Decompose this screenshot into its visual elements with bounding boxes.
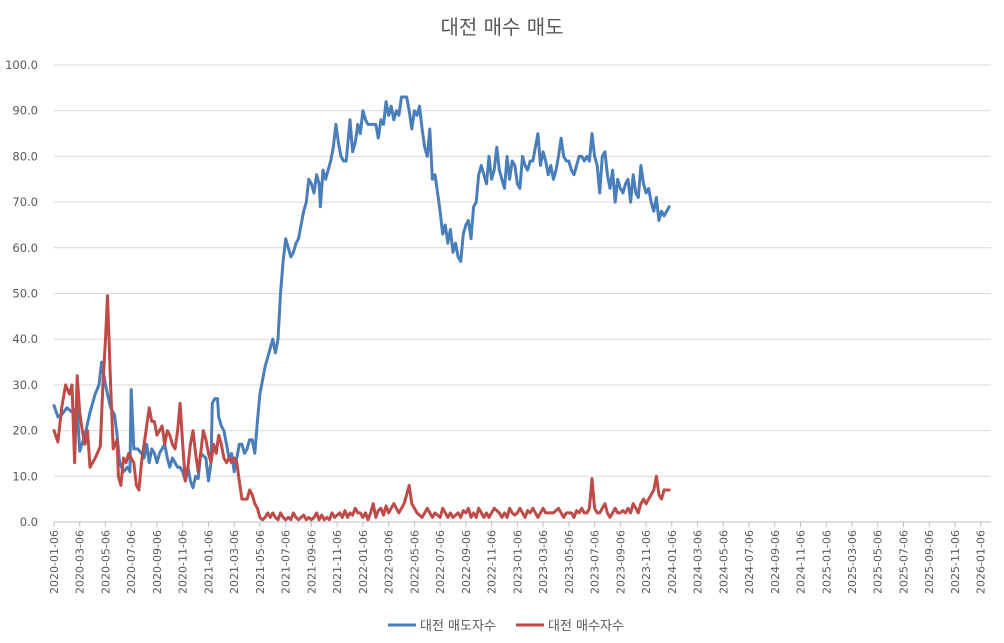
x-tick-label: 2024-01-06 [666, 530, 679, 594]
y-axis-ticks: 0.0 10.0 20.0 30.0 40.0 50.0 60.0 70.0 80.0 90.0 1… [5, 58, 38, 529]
series-lines [52, 95, 671, 522]
legend-label-buy: 대전 매수자수 [548, 619, 624, 634]
y-tick-label: 30.0 [12, 378, 38, 392]
y-tick-label: 0.0 [20, 515, 38, 529]
x-tick-label: 2025-09-06 [923, 530, 936, 594]
x-tick-label: 2021-11-06 [331, 530, 344, 594]
x-tick-label: 2024-09-06 [769, 530, 782, 594]
y-tick-label: 90.0 [12, 104, 38, 118]
x-tick-label: 2025-01-06 [820, 530, 833, 594]
x-tick-label: 2023-09-06 [614, 530, 627, 594]
x-tick-label: 2020-05-06 [99, 530, 112, 594]
x-tick-label: 2024-05-06 [717, 530, 730, 594]
x-tick-label: 2023-03-06 [537, 530, 550, 594]
x-tick-label: 2022-07-06 [434, 530, 447, 594]
x-tick-label: 2020-07-06 [125, 530, 138, 594]
x-tick-label: 2023-07-06 [589, 530, 602, 594]
series-line-buy [52, 294, 671, 522]
y-tick-label: 50.0 [12, 287, 38, 301]
x-tick-label: 2025-05-06 [872, 530, 885, 594]
y-tick-label: 60.0 [12, 241, 38, 255]
y-tick-label: 40.0 [12, 332, 38, 346]
x-tick-label: 2021-05-06 [254, 530, 267, 594]
y-tick-label: 80.0 [12, 149, 38, 163]
x-tick-label: 2024-07-06 [743, 530, 756, 594]
x-tick-label: 2021-03-06 [228, 530, 241, 594]
legend-label-sell: 대전 매도자수 [420, 619, 496, 634]
x-tick-label: 2022-05-06 [408, 530, 421, 594]
x-tick-label: 2025-11-06 [949, 530, 962, 594]
y-tick-label: 100.0 [5, 58, 38, 72]
x-axis: 2020-01-06 2020-03-06 2020-05-06 2020-07-06… [48, 521, 991, 594]
x-tick-label: 2021-09-06 [305, 530, 318, 594]
x-tick-label: 2020-03-06 [74, 530, 87, 594]
series-line-sell [52, 95, 671, 490]
legend: 대전 매도자수 대전 매수자수 [388, 619, 624, 634]
y-tick-label: 10.0 [12, 469, 38, 483]
x-tick-label: 2022-09-06 [460, 530, 473, 594]
x-tick-label: 2024-03-06 [692, 530, 705, 594]
x-tick-label: 2023-11-06 [640, 530, 653, 594]
x-tick-label: 2020-09-06 [151, 530, 164, 594]
x-tick-label: 2023-01-06 [511, 530, 524, 594]
x-tick-label: 2024-11-06 [795, 530, 808, 594]
x-tick-label: 2022-01-06 [357, 530, 370, 594]
x-tick-label: 2020-11-06 [177, 530, 190, 594]
x-tick-label: 2025-07-06 [897, 530, 910, 594]
x-tick-label: 2022-03-06 [383, 530, 396, 594]
y-tick-label: 20.0 [12, 424, 38, 438]
x-tick-label: 2026-01-06 [975, 530, 988, 594]
x-tick-label: 2023-05-06 [563, 530, 576, 594]
x-tick-label: 2025-03-06 [846, 530, 859, 594]
x-tick-label: 2021-01-06 [202, 530, 215, 594]
y-tick-label: 70.0 [12, 195, 38, 209]
x-tick-label: 2020-01-06 [48, 530, 61, 594]
x-tick-label: 2021-07-06 [280, 530, 293, 594]
chart-title: 대전 매수 매도 [440, 15, 563, 39]
x-tick-label: 2022-11-06 [486, 530, 499, 594]
